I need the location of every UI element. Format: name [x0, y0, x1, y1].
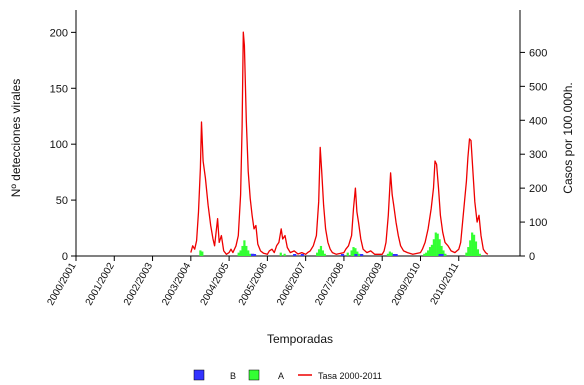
series-b-bar — [438, 254, 442, 256]
series-b-bars — [250, 253, 444, 256]
x-tick-label: 2005/2006 — [237, 261, 270, 308]
left-ticks: 0 50 100 150 200 — [50, 27, 76, 263]
series-a-bar — [319, 245, 323, 256]
series-b-bar — [392, 254, 396, 256]
series-a-bar — [467, 247, 470, 256]
legend-swatch-b — [193, 369, 205, 381]
y-axis-left-label: Nº detecciones virales — [9, 79, 23, 197]
series-a-bar — [243, 240, 246, 256]
series-a-bar — [237, 252, 240, 256]
series-a-bar — [279, 252, 282, 256]
x-axis-label: Temporadas — [267, 332, 333, 346]
x-tick-label: 2008/2009 — [352, 261, 385, 308]
x-tick-label: 2010/2011 — [429, 261, 462, 307]
series-a-bars — [199, 232, 481, 256]
series-a-bar — [444, 253, 447, 256]
series-a-bar — [249, 253, 252, 256]
series-b-bar — [252, 254, 257, 256]
series-b-bar — [293, 254, 297, 256]
series-a-bar — [434, 232, 437, 256]
series-a-bar — [241, 245, 244, 256]
series-a-bar — [247, 250, 250, 256]
series-a-bar — [386, 253, 390, 256]
series-b-bar — [440, 254, 444, 256]
series-b-bar — [360, 254, 364, 256]
series-a-bar — [356, 251, 359, 256]
x-tick-label: 2009/2010 — [390, 261, 423, 308]
legend: B A Tasa 2000-2011 — [193, 369, 382, 381]
y-axis-right-label: Casos por 100.000h. — [561, 82, 575, 193]
series-b-bar — [394, 254, 398, 256]
series-a-bar — [239, 250, 242, 256]
series-a-bar — [432, 239, 435, 256]
series-a-bar — [427, 250, 430, 256]
series-a-bar — [476, 249, 479, 256]
x-ticks: 2000/2001 2001/2002 2002/2003 2003/2004 2004… — [45, 256, 462, 308]
legend-label-a: A — [278, 371, 284, 381]
legend-label-b: B — [230, 371, 236, 381]
y-left-tick-label: 50 — [56, 195, 68, 207]
series-a-bar — [283, 253, 286, 256]
y-left-tick-label: 200 — [50, 27, 68, 39]
series-a-bar — [323, 253, 326, 256]
series-a-bar — [425, 252, 428, 256]
series-b-bar — [250, 253, 255, 256]
series-a-bar — [199, 250, 202, 256]
x-tick-label: 2000/2001 — [45, 261, 78, 308]
series-a-bar — [465, 252, 468, 256]
y-right-tick-label: 300 — [529, 149, 547, 161]
series-a-bar — [471, 232, 474, 256]
series-a-bar — [388, 251, 391, 256]
series-a-bar — [317, 249, 321, 256]
y-right-tick-label: 400 — [529, 115, 547, 127]
legend-label-tasa: Tasa 2000-2011 — [318, 371, 382, 381]
series-a-bar — [358, 253, 361, 256]
y-left-tick-label: 0 — [62, 251, 68, 263]
series-b-bar — [354, 254, 358, 256]
y-left-tick-label: 100 — [50, 139, 68, 151]
series-b-bar — [340, 254, 345, 256]
series-a-bar — [436, 233, 439, 256]
series-a-bar — [350, 250, 353, 256]
legend-swatch-a — [248, 369, 260, 381]
series-a-bar — [438, 239, 441, 256]
x-tick-label: 2002/2003 — [122, 261, 155, 308]
y-left-tick-label: 150 — [50, 83, 68, 95]
series-a-bar — [352, 247, 355, 256]
series-a-bar — [474, 241, 478, 256]
y-right-tick-label: 600 — [529, 47, 547, 59]
series-a-bar — [321, 250, 324, 256]
series-a-bar — [201, 251, 204, 256]
right-ticks: 0 100 200 300 400 500 600 — [520, 47, 547, 263]
y-right-tick-label: 0 — [529, 251, 535, 263]
series-a-bar — [442, 250, 445, 256]
series-a-bar — [316, 252, 319, 256]
series-a-bar — [245, 245, 248, 256]
y-right-tick-label: 100 — [529, 217, 547, 229]
series-a-bar — [430, 244, 434, 256]
series-a-bar — [478, 253, 481, 256]
series-a-bar — [354, 248, 357, 256]
series-a-bar — [428, 247, 432, 256]
y-right-tick-label: 500 — [529, 81, 547, 93]
x-tick-label: 2004/2005 — [199, 261, 232, 308]
x-tick-label: 2003/2004 — [160, 261, 193, 308]
series-a-bar — [390, 252, 393, 256]
series-a-bar — [472, 234, 476, 256]
series-a-bar — [440, 245, 443, 256]
x-tick-label: 2001/2002 — [84, 261, 117, 308]
series-b-bar — [300, 254, 304, 256]
series-a-bar — [469, 240, 472, 256]
x-tick-label: 2006/2007 — [275, 261, 308, 308]
series-a-bar — [423, 253, 426, 256]
y-right-tick-label: 200 — [529, 183, 547, 195]
series-a-bar — [346, 252, 349, 256]
series-tasa-line — [190, 31, 489, 255]
x-tick-label: 2007/2008 — [313, 261, 346, 308]
plot-area: 0 50 100 150 200 0 100 200 300 400 500 600 2000/20… — [45, 10, 547, 307]
